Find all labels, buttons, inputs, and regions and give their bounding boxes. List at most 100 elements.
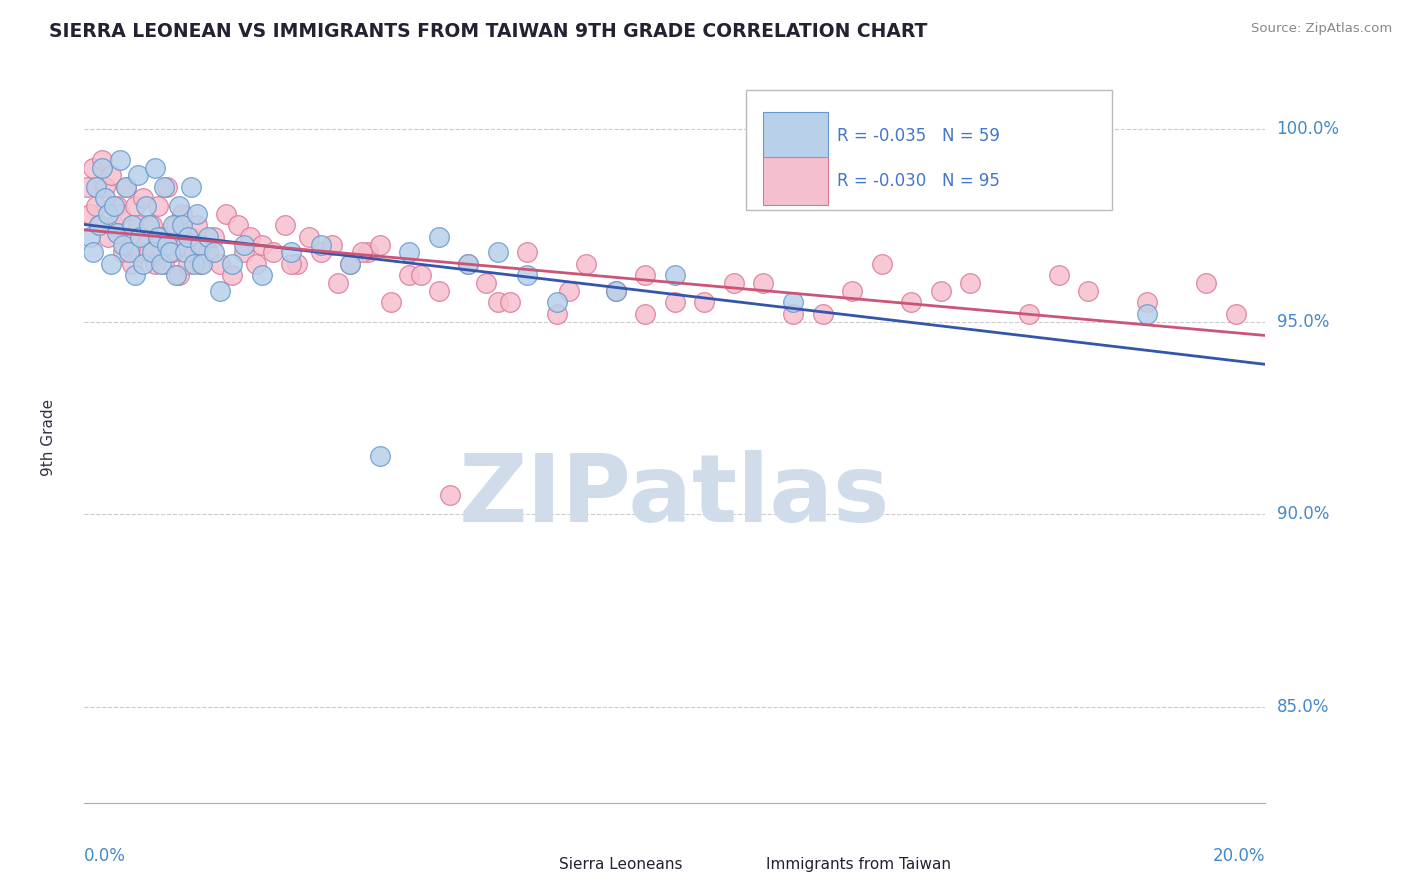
Text: SIERRA LEONEAN VS IMMIGRANTS FROM TAIWAN 9TH GRADE CORRELATION CHART: SIERRA LEONEAN VS IMMIGRANTS FROM TAIWAN… [49, 22, 928, 41]
Point [398, 268, 420, 283]
Point [127, 169, 149, 183]
Point [111, 245, 134, 260]
Point [1047, 268, 1070, 283]
Point [368, 237, 391, 252]
Point [723, 276, 745, 290]
Point [143, 161, 166, 175]
Point [173, 245, 195, 260]
Point [339, 257, 361, 271]
Point [183, 245, 205, 260]
Point [150, 230, 173, 244]
Point [215, 207, 238, 221]
Point [280, 245, 302, 260]
Point [148, 199, 170, 213]
Point [135, 237, 157, 252]
Point [167, 199, 190, 213]
Point [693, 295, 716, 310]
Text: 100.0%: 100.0% [1277, 120, 1340, 138]
Point [900, 295, 922, 310]
Point [209, 257, 232, 271]
Point [97, 230, 120, 244]
Text: ZIPatlas: ZIPatlas [460, 450, 890, 541]
Point [167, 268, 190, 283]
Point [516, 268, 538, 283]
Text: Immigrants from Taiwan: Immigrants from Taiwan [766, 857, 950, 872]
Point [209, 284, 232, 298]
Point [557, 284, 579, 298]
Point [79, 207, 101, 221]
Point [153, 179, 176, 194]
Text: Sierra Leoneans: Sierra Leoneans [560, 857, 683, 872]
Point [138, 245, 160, 260]
Point [82, 161, 104, 175]
Point [457, 257, 479, 271]
Text: R = -0.035   N = 59: R = -0.035 N = 59 [837, 127, 1000, 145]
Point [108, 207, 131, 221]
Point [498, 295, 520, 310]
Point [605, 284, 627, 298]
Point [1136, 295, 1159, 310]
Point [752, 276, 775, 290]
Point [94, 179, 117, 194]
Point [309, 245, 332, 260]
Point [186, 207, 208, 221]
Point [1018, 307, 1040, 321]
Point [132, 257, 155, 271]
Point [664, 295, 686, 310]
Point [180, 179, 202, 194]
Point [516, 245, 538, 260]
Point [188, 257, 211, 271]
Point [79, 230, 101, 244]
Point [1225, 307, 1247, 321]
FancyBboxPatch shape [725, 855, 756, 874]
Point [82, 245, 104, 260]
Point [664, 268, 686, 283]
Point [114, 179, 136, 194]
Point [191, 237, 214, 252]
Point [186, 219, 208, 233]
Text: R = -0.030   N = 95: R = -0.030 N = 95 [837, 172, 1000, 190]
Point [575, 257, 598, 271]
Point [91, 161, 114, 175]
Point [232, 245, 254, 260]
Point [108, 153, 131, 167]
Point [127, 219, 149, 233]
Point [100, 169, 122, 183]
Point [173, 237, 195, 252]
Point [159, 245, 181, 260]
Point [105, 199, 128, 213]
Point [245, 257, 267, 271]
Text: Source: ZipAtlas.com: Source: ZipAtlas.com [1251, 22, 1392, 36]
Text: 90.0%: 90.0% [1277, 505, 1329, 523]
Point [124, 199, 146, 213]
Point [350, 245, 373, 260]
Point [129, 230, 152, 244]
Point [202, 245, 225, 260]
Point [339, 257, 361, 271]
Point [143, 257, 166, 271]
Point [1077, 284, 1099, 298]
Point [84, 199, 107, 213]
Point [156, 179, 179, 194]
Point [250, 237, 273, 252]
Point [439, 488, 461, 502]
Point [141, 219, 163, 233]
Point [870, 257, 893, 271]
Point [124, 268, 146, 283]
Point [427, 230, 450, 244]
Point [546, 295, 568, 310]
Point [148, 230, 170, 244]
Point [226, 219, 249, 233]
Text: 95.0%: 95.0% [1277, 312, 1329, 331]
Point [546, 307, 568, 321]
FancyBboxPatch shape [763, 157, 828, 205]
Point [197, 245, 219, 260]
Point [328, 276, 350, 290]
Point [221, 257, 243, 271]
Point [398, 245, 420, 260]
Point [118, 245, 141, 260]
FancyBboxPatch shape [519, 855, 550, 874]
Point [605, 284, 627, 298]
Point [162, 219, 184, 233]
Point [486, 295, 509, 310]
